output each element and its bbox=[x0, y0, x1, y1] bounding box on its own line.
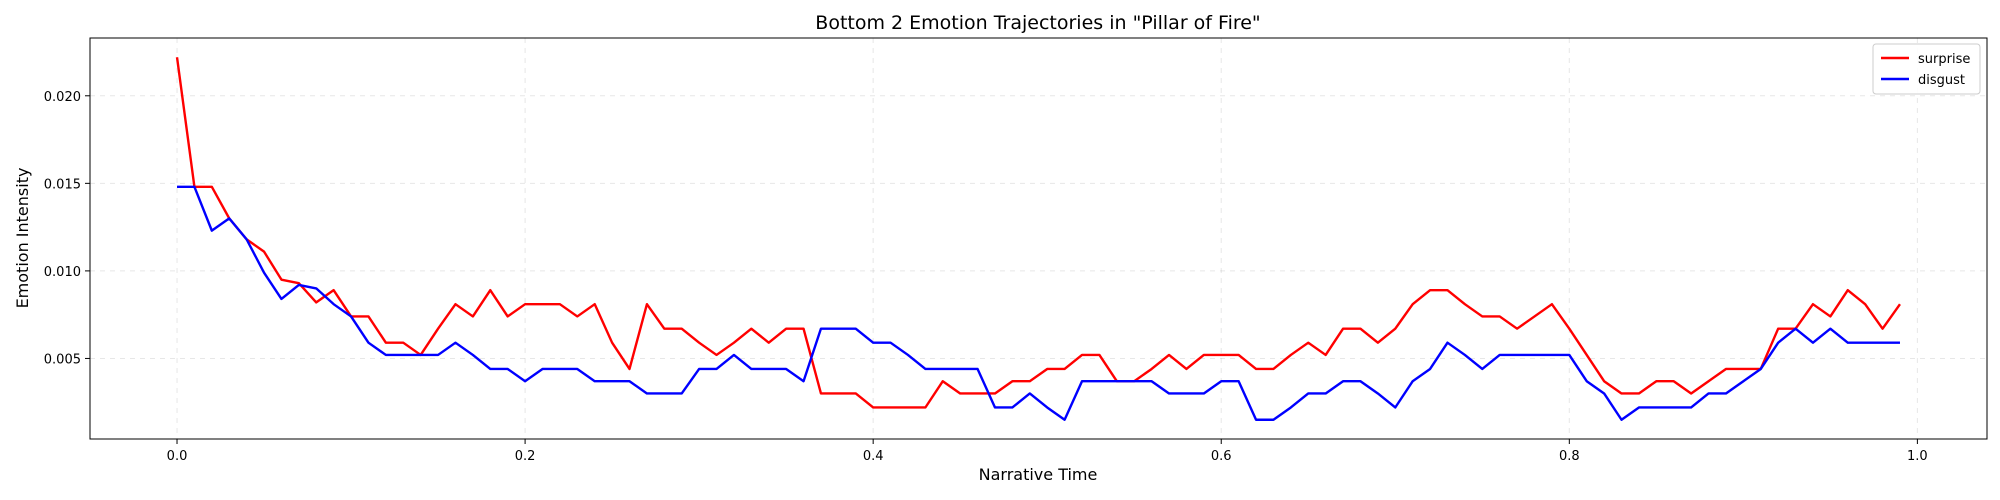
legend-label-disgust: disgust bbox=[1918, 73, 1965, 88]
chart-title: Bottom 2 Emotion Trajectories in "Pillar… bbox=[815, 12, 1260, 34]
y-tick-label: 0.005 bbox=[44, 352, 81, 367]
x-axis-label: Narrative Time bbox=[979, 465, 1098, 484]
series-layer bbox=[175, 57, 1901, 421]
legend-box bbox=[1872, 43, 1981, 95]
series-line-surprise bbox=[175, 57, 1901, 409]
x-tick-label: 0.0 bbox=[167, 449, 188, 464]
x-tick-label: 0.8 bbox=[1559, 449, 1580, 464]
grid-layer bbox=[90, 38, 1987, 439]
x-tick-label: 1.0 bbox=[1907, 449, 1928, 464]
y-tick-label: 0.020 bbox=[44, 90, 81, 105]
series-line-disgust bbox=[177, 185, 1900, 421]
tick-layer: 0.0 0.2 0.4 0.6 0.8 1.0 0.005 0.010 0.015 0.020 bbox=[44, 90, 1928, 464]
plot-frame bbox=[89, 37, 1988, 440]
y-axis-label: Emotion Intensity bbox=[13, 168, 32, 309]
x-tick-label: 0.2 bbox=[515, 449, 536, 464]
legend: surprise disgust bbox=[1872, 43, 1981, 95]
y-tick-label: 0.010 bbox=[44, 265, 81, 280]
x-tick-label: 0.4 bbox=[863, 449, 884, 464]
x-tick-label: 0.6 bbox=[1211, 449, 1232, 464]
legend-label-surprise: surprise bbox=[1918, 52, 1970, 67]
y-tick-label: 0.015 bbox=[44, 177, 81, 192]
